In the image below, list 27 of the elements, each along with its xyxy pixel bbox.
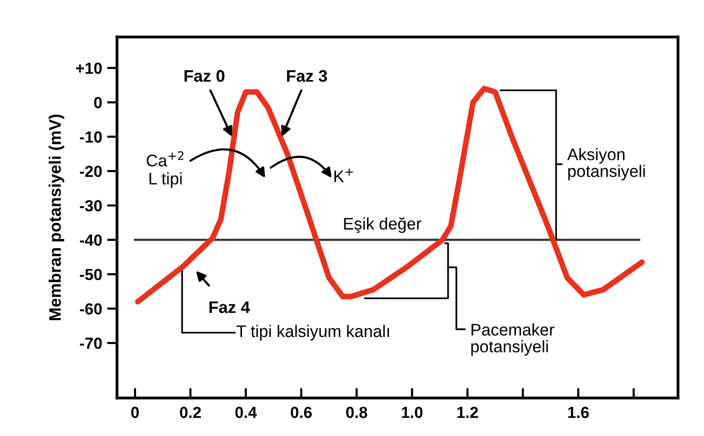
y-tick-label: -10: [80, 131, 102, 143]
y-tick-label: 0: [94, 96, 102, 108]
y-tick-label: -70: [80, 338, 102, 349]
annotation: Aksiyon potansiyeli: [567, 148, 645, 180]
annotation: Faz 0: [184, 70, 224, 82]
annotation: Pacemaker potansiyeli: [471, 323, 554, 356]
annotation: K$^{+}$: [334, 168, 353, 182]
y-tick-label: -50: [80, 268, 102, 280]
annotation: Faz 4: [209, 301, 250, 314]
x-tick-label: 1.0: [402, 406, 422, 418]
y-tick-label: -20: [80, 166, 102, 178]
y-tick-label: +10: [76, 62, 102, 74]
x-tick-label: 0: [131, 406, 139, 418]
annotation: Faz 3: [287, 70, 328, 82]
x-tick-label: 0.4: [235, 406, 257, 418]
x-tick-label: 0.2: [180, 406, 201, 418]
ref-line-label: Eşik değer: [344, 217, 422, 233]
x-tick-label: 1.6: [568, 406, 589, 418]
x-tick-label: 0.8: [346, 406, 368, 418]
y-tick-label: -30: [80, 200, 102, 212]
x-tick-label: 0.6: [290, 406, 312, 418]
annotation: Ca$^{+2}$ L tipi: [146, 151, 184, 188]
annotation: T tipi kalsiyum kanalı: [236, 324, 389, 340]
y-tick-label: -60: [80, 303, 102, 315]
y-tick-label: -40: [80, 234, 102, 246]
x-tick-label: 1.2: [457, 406, 478, 418]
y-axis-title: Membran potansiyeli (mV): [48, 114, 64, 320]
